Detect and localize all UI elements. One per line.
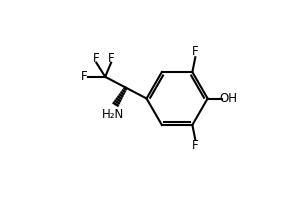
Text: F: F bbox=[108, 52, 115, 65]
Text: F: F bbox=[192, 139, 199, 152]
Text: F: F bbox=[81, 70, 87, 83]
Text: OH: OH bbox=[219, 92, 237, 105]
Text: F: F bbox=[192, 45, 199, 58]
Text: H₂N: H₂N bbox=[102, 108, 124, 121]
Text: F: F bbox=[92, 52, 99, 65]
